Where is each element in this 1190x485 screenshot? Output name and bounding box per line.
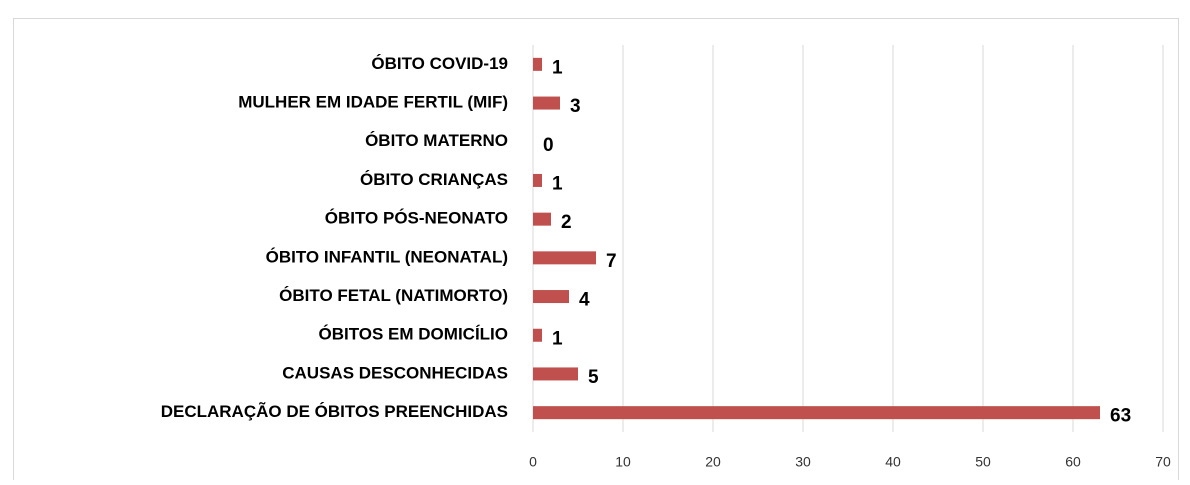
x-tick-label: 0 <box>529 454 537 470</box>
y-tick-label: ÓBITO CRIANÇAS <box>360 170 508 189</box>
x-tick-label: 60 <box>1065 454 1081 470</box>
x-tick-label: 20 <box>705 454 721 470</box>
bar <box>533 173 542 187</box>
y-tick-label: ÓBITO INFANTIL (NEONATAL) <box>266 247 508 266</box>
bar <box>533 367 578 381</box>
value-label: 7 <box>606 251 617 272</box>
value-label: 4 <box>579 290 590 311</box>
bar <box>533 406 1100 420</box>
bar <box>533 290 569 304</box>
bar <box>533 251 596 265</box>
x-tick-label: 70 <box>1155 454 1171 470</box>
y-tick-label: MULHER EM IDADE FERTIL (MIF) <box>238 93 508 112</box>
x-tick-label: 30 <box>795 454 811 470</box>
y-tick-label: ÓBITOS EM DOMICÍLIO <box>318 325 508 344</box>
y-tick-label: ÓBITO FETAL (NATIMORTO) <box>279 286 508 305</box>
y-tick-label: DECLARAÇÃO DE ÓBITOS PREENCHIDAS <box>161 401 508 421</box>
y-tick-label: CAUSAS DESCONHECIDAS <box>282 363 508 382</box>
value-label: 5 <box>588 367 599 388</box>
y-tick-label: ÓBITO MATERNO <box>365 131 508 150</box>
bar <box>533 328 542 342</box>
x-tick-label: 50 <box>975 454 991 470</box>
y-tick-label: ÓBITO COVID-19 <box>371 54 508 73</box>
value-label: 1 <box>552 173 563 194</box>
value-label: 1 <box>552 57 563 78</box>
bar <box>533 96 560 110</box>
value-label: 1 <box>552 328 563 349</box>
value-label: 0 <box>543 135 554 156</box>
y-tick-label: ÓBITO PÓS-NEONATO <box>325 209 508 228</box>
value-label: 3 <box>570 96 581 117</box>
x-tick-label: 40 <box>885 454 901 470</box>
value-label: 2 <box>561 212 572 233</box>
value-label: 63 <box>1110 406 1131 427</box>
bar <box>533 212 551 226</box>
x-tick-label: 10 <box>615 454 631 470</box>
bar <box>533 57 542 71</box>
